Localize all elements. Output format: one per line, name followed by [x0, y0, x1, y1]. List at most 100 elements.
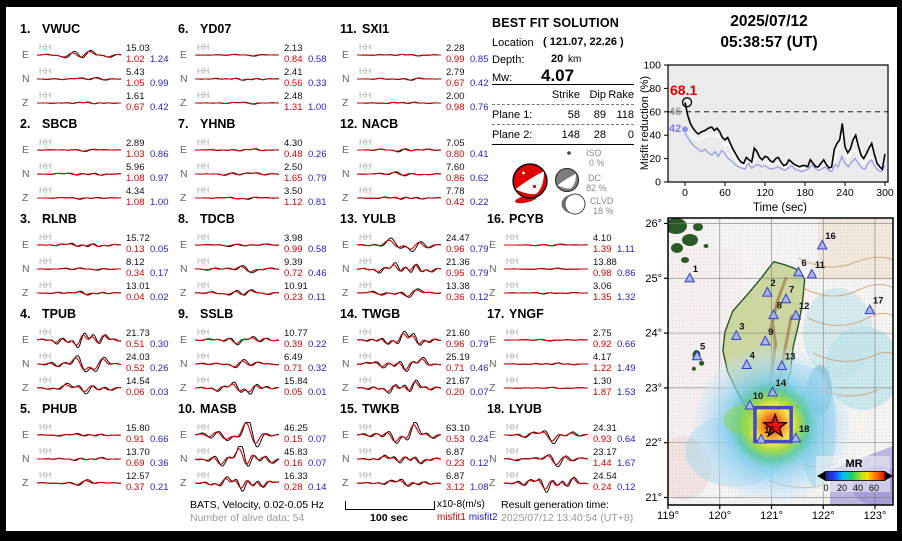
instrument-code: HH	[506, 280, 519, 290]
channel-label-VWUC-Z: Z	[22, 97, 29, 109]
instrument-code: HH	[39, 232, 52, 242]
channel-label-YNGF-N: N	[489, 358, 497, 370]
instrument-code: HH	[39, 446, 52, 456]
best-fit-title: BEST FIT SOLUTION	[492, 16, 620, 30]
station-header-YNGF: 17. YNGF	[487, 307, 544, 321]
waveform-trace-YD07-N	[195, 77, 279, 81]
svg-text:24°: 24°	[645, 328, 662, 340]
waveform-trace-TWKB-Z	[357, 478, 441, 487]
channel-label-MASB-Z: Z	[180, 477, 187, 489]
map-station-number-3: 3	[739, 321, 744, 332]
mw-value: 4.07	[541, 66, 575, 85]
svg-text:122°: 122°	[812, 510, 835, 522]
channel-values-YHNB-N: 2.50 1.65 0.79	[284, 162, 327, 184]
waveform-trace-MASB-E	[195, 422, 280, 448]
instrument-code: HH	[197, 446, 210, 456]
channel-values-YNGF-N: 4.17 1.22 1.49	[593, 352, 636, 374]
instrument-code: HH	[39, 470, 52, 480]
mainland-islands	[668, 218, 709, 263]
channel-values-YD07-Z: 2.48 1.31 1.00	[284, 91, 327, 113]
location-value: ( 121.07, 22.26 )	[543, 36, 624, 48]
channel-values-SSLB-N: 6.49 0.71 0.32	[284, 352, 327, 374]
map-station-marker-7	[780, 293, 792, 304]
channel-values-PHUB-Z: 12.57 0.37 0.21	[126, 471, 169, 493]
instrument-code: HH	[506, 256, 519, 266]
misfit1-legend: misfit1	[437, 512, 466, 523]
instrument-code: HH	[359, 351, 372, 361]
instrument-code: HH	[359, 280, 372, 290]
channel-label-NACB-E: E	[342, 144, 350, 156]
waveform-trace-YULB-E	[357, 237, 442, 253]
col-strike: Strike	[551, 89, 580, 101]
instrument-code: HH	[197, 185, 210, 195]
channel-values-SBCB-Z: 4.34 1.08 1.00	[126, 186, 169, 208]
waveform-trace-NACB-Z	[357, 196, 442, 200]
svg-text:120°: 120°	[708, 510, 731, 522]
map-station-number-15: 15	[764, 425, 775, 436]
waveform-trace-TDCB-E	[195, 243, 280, 248]
instrument-code: HH	[359, 90, 372, 100]
svg-text:46: 46	[669, 106, 681, 118]
svg-text:300: 300	[876, 187, 894, 199]
waveform-trace-VWUC-Z	[37, 101, 121, 105]
depth-unit: km	[568, 54, 582, 65]
waveform-trace-SBCB-E	[37, 148, 122, 153]
channel-label-PCYB-Z: Z	[489, 287, 496, 299]
instrument-code: HH	[359, 256, 372, 266]
svg-text:60: 60	[719, 187, 731, 199]
channel-values-YULB-N: 21.36 0.95 0.79	[446, 257, 489, 279]
channel-values-LYUB-Z: 24.54 0.24 0.12	[593, 471, 636, 493]
waveform-trace-SBCB-N	[37, 172, 122, 176]
misfit-xlabel: Time (sec)	[753, 202, 807, 214]
map-station-marker-6	[792, 266, 804, 277]
channel-label-YD07-N: N	[180, 73, 188, 85]
station-header-TWGB: 14. TWGB	[340, 307, 401, 321]
channel-values-SXI1-Z: 2.00 0.98 0.76	[446, 91, 489, 113]
footer-bandpass: BATS, Velocity, 0.02-0.05 Hz	[190, 499, 324, 511]
svg-text:25°: 25°	[645, 273, 662, 285]
channel-values-YULB-Z: 13.38 0.36 0.12	[446, 281, 489, 303]
svg-text:60: 60	[649, 106, 661, 118]
channel-label-PCYB-E: E	[489, 239, 497, 251]
channel-values-YNGF-E: 2.75 0.92 0.66	[593, 328, 636, 350]
misfit2-legend: misfit2	[468, 512, 498, 523]
channel-label-SXI1-Z: Z	[342, 97, 349, 109]
svg-text:26°: 26°	[645, 218, 662, 230]
station-waveform-grid: 1. VWUC E HH 15.03 1.02 1.24 N HH 5.43 1.05 0.99 Z HH…	[20, 22, 636, 493]
instrument-code: HH	[197, 137, 210, 147]
map-station-marker-4	[741, 358, 753, 369]
channel-values-VWUC-Z: 1.61 0.67 0.42	[126, 91, 169, 113]
channel-values-TWGB-E: 21.60 0.96 0.79	[446, 328, 489, 350]
waveform-trace-YNGF-E	[504, 338, 589, 342]
svg-text:20: 20	[649, 153, 661, 165]
waveform-trace-VWUC-N	[37, 76, 121, 81]
waveform-trace-PHUB-Z	[37, 479, 121, 486]
channel-values-VWUC-E: 15.03 1.02 1.24	[126, 43, 169, 65]
instrument-code: HH	[506, 422, 519, 432]
channel-label-MASB-N: N	[180, 453, 188, 465]
instrument-code: HH	[506, 327, 519, 337]
channel-label-YULB-Z: Z	[342, 287, 349, 299]
depth-label: Depth:	[492, 54, 525, 66]
channel-values-TPUB-E: 21.73 0.51 0.30	[126, 328, 169, 350]
event-time: 05:38:57 (UT)	[720, 34, 818, 51]
channel-values-YHNB-E: 4.30 0.48 0.26	[284, 138, 327, 160]
channel-values-MASB-E: 46.25 0.15 0.07	[284, 423, 327, 445]
instrument-code: HH	[506, 351, 519, 361]
svg-text:0: 0	[655, 177, 661, 189]
instrument-code: HH	[197, 256, 210, 266]
channel-values-TWKB-N: 6.87 0.23 0.12	[446, 447, 489, 469]
channel-label-TWKB-E: E	[342, 429, 350, 441]
channel-values-YD07-N: 2.41 0.56 0.33	[284, 67, 327, 89]
instrument-code: HH	[359, 137, 372, 147]
channel-values-SXI1-E: 2.28 0.99 0.85	[446, 43, 489, 65]
waveform-trace-YHNB-E	[195, 148, 279, 152]
station-header-YHNB: 7. YHNB	[178, 117, 236, 131]
channel-label-TDCB-Z: Z	[180, 287, 187, 299]
instrument-code: HH	[197, 42, 210, 52]
instrument-code: HH	[197, 161, 210, 171]
channel-label-SSLB-Z: Z	[180, 382, 187, 394]
map-station-number-17: 17	[873, 296, 884, 307]
misfit-series-misfit2	[684, 132, 886, 173]
channel-label-TPUB-N: N	[22, 358, 30, 370]
